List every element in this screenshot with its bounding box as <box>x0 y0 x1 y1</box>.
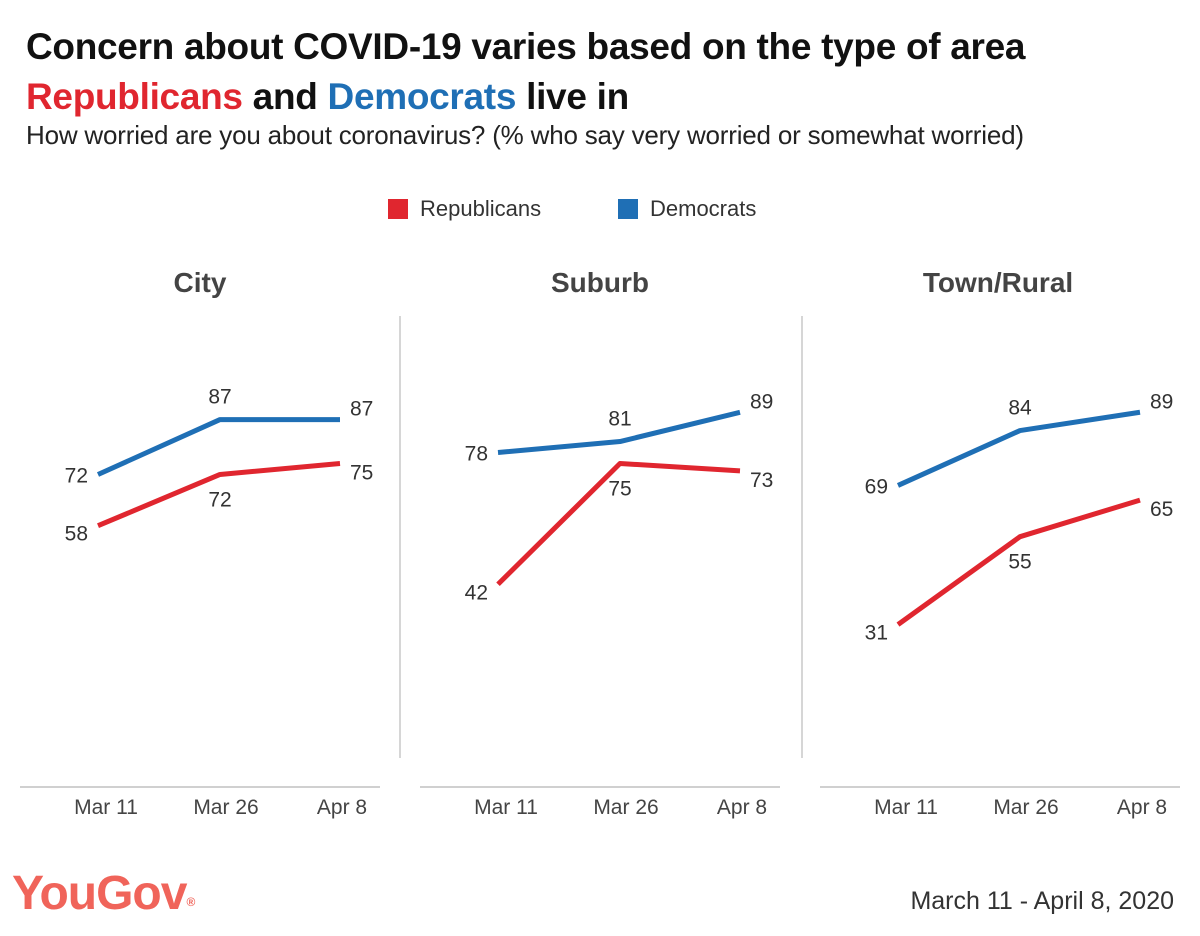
data-label: 55 <box>1008 551 1031 574</box>
data-label: 75 <box>608 478 631 501</box>
x-tick-label: Mar 11 <box>474 796 538 819</box>
data-label: 31 <box>865 622 888 645</box>
legend-label-democrats: Democrats <box>650 196 757 221</box>
data-label: 58 <box>65 523 88 546</box>
series-line-republicans-suburb <box>496 461 741 587</box>
x-tick-label: Mar 26 <box>993 796 1058 819</box>
title-democrats: Democrats <box>327 76 517 117</box>
data-label: 72 <box>65 464 88 487</box>
data-label: 65 <box>1150 498 1173 521</box>
data-label: 42 <box>465 581 488 604</box>
data-label: 72 <box>208 488 231 511</box>
title-live-in: live in <box>516 76 629 117</box>
data-label: 89 <box>750 390 773 413</box>
data-label: 81 <box>608 408 631 431</box>
x-tick-label: Apr 8 <box>1117 796 1167 819</box>
x-tick-label: Mar 11 <box>74 796 138 819</box>
panel-title-city: City <box>174 267 227 298</box>
series-line-republicans-city <box>97 461 341 529</box>
title-republicans: Republicans <box>26 76 243 117</box>
registered-mark: ® <box>186 895 196 909</box>
data-label: 89 <box>1150 390 1173 413</box>
data-label: 78 <box>465 443 488 466</box>
x-tick-label: Mar 11 <box>874 796 938 819</box>
series-line-democrats-city <box>96 417 340 477</box>
x-tick-label: Mar 26 <box>193 796 258 819</box>
x-tick-label: Apr 8 <box>717 796 767 819</box>
data-label: 87 <box>208 386 231 409</box>
data-label: 87 <box>350 398 373 421</box>
series-line-democrats-suburb <box>497 409 741 456</box>
yougov-logo: YouGov® <box>12 866 195 922</box>
panel-title-suburb: Suburb <box>551 267 649 298</box>
data-label: 73 <box>750 469 773 492</box>
series-line-democrats-town-rural <box>896 409 1141 488</box>
data-label: 75 <box>350 462 373 485</box>
chart-subtitle: How worried are you about coronavirus? (… <box>26 120 1024 150</box>
legend-label-republicans: Republicans <box>420 196 542 221</box>
brand-name: YouGov <box>12 867 187 920</box>
legend-item-democrats: Democrats <box>618 196 756 222</box>
date-range: March 11 - April 8, 2020 <box>910 887 1174 915</box>
legend: Republicans Democrats <box>0 196 1200 226</box>
chart-title: Concern about COVID-19 varies based on t… <box>26 22 1026 122</box>
panel-title-town-rural: Town/Rural <box>923 267 1073 298</box>
series-line-republicans-town-rural <box>896 497 1141 627</box>
title-and: and <box>242 76 328 117</box>
title-line-1: Concern about COVID-19 varies based on t… <box>26 26 1026 67</box>
legend-item-republicans: Republicans <box>388 196 541 222</box>
legend-swatch-republicans <box>388 199 408 219</box>
x-tick-label: Apr 8 <box>317 796 367 819</box>
legend-swatch-democrats <box>618 199 638 219</box>
data-label: 69 <box>865 475 888 498</box>
x-tick-label: Mar 26 <box>593 796 658 819</box>
data-label: 84 <box>1008 397 1032 420</box>
